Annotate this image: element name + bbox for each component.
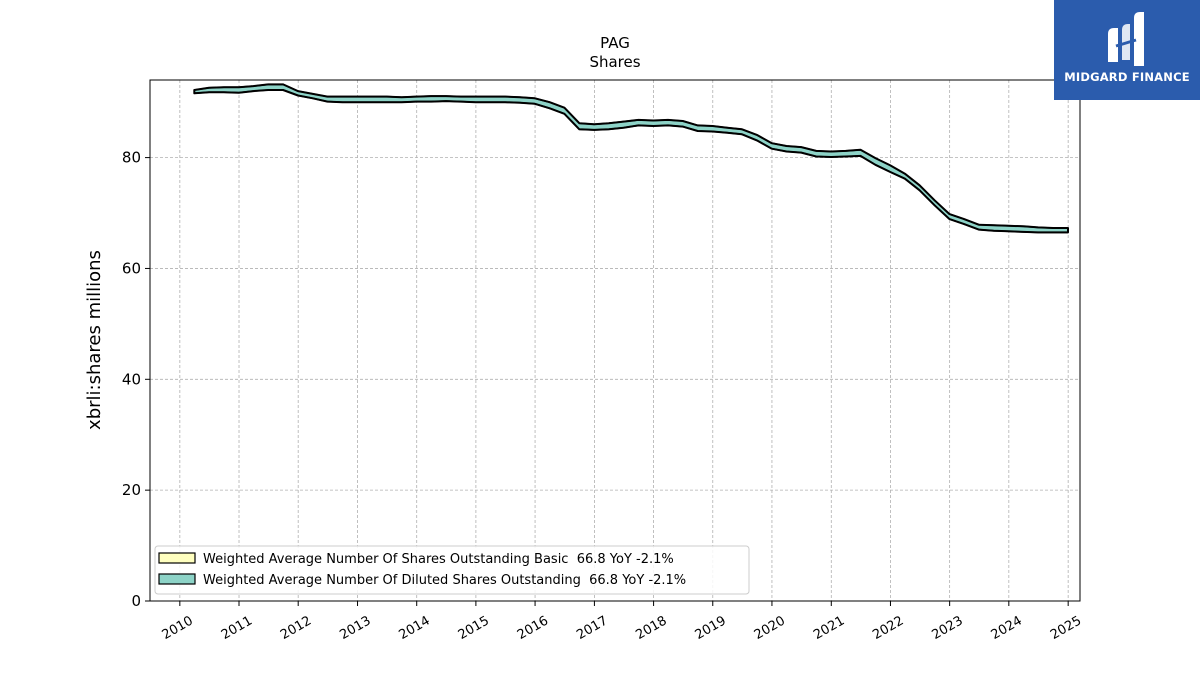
legend: Weighted Average Number Of Shares Outsta… — [154, 545, 750, 595]
chart-title: PAG — [600, 34, 630, 52]
x-tick-label: 2023 — [929, 613, 965, 643]
series-band-diluted — [193, 83, 1069, 234]
y-tick-label: 20 — [122, 481, 141, 499]
x-tick-label: 2012 — [278, 613, 314, 643]
x-tick-label: 2010 — [160, 613, 196, 643]
x-tick-label: 2024 — [989, 613, 1025, 643]
legend-label-diluted: Weighted Average Number Of Diluted Share… — [203, 573, 686, 588]
y-tick-label: 0 — [131, 592, 141, 610]
x-tick-label: 2019 — [693, 613, 729, 643]
x-tick-label: 2011 — [219, 613, 255, 643]
series-areas — [193, 83, 1069, 234]
legend-box — [154, 545, 750, 595]
x-tick-label: 2017 — [574, 613, 610, 643]
x-tick-label: 2016 — [515, 613, 551, 643]
y-axis-label: xbrli:shares millions — [84, 250, 105, 430]
midgard-logo-icon — [1108, 12, 1144, 66]
y-tick-label: 40 — [122, 370, 141, 388]
series-line-basic — [194, 89, 1068, 234]
chart-subtitle: Shares — [589, 53, 640, 71]
x-tick-label: 2018 — [633, 613, 669, 643]
x-tick-label: 2020 — [752, 613, 788, 643]
series-line-diluted — [194, 83, 1068, 229]
y-tick-label: 60 — [122, 259, 141, 277]
x-tick-label: 2015 — [456, 613, 492, 643]
x-tick-label: 2025 — [1048, 613, 1084, 643]
legend-label-basic: Weighted Average Number Of Shares Outsta… — [203, 552, 674, 567]
legend-swatch-basic — [158, 552, 196, 564]
y-tick-label: 80 — [122, 149, 141, 167]
grid-lines — [150, 80, 1080, 601]
x-tick-label: 2021 — [811, 613, 847, 643]
x-tick-label: 2013 — [337, 613, 373, 643]
legend-swatch-diluted — [158, 573, 196, 585]
x-tick-label: 2022 — [870, 613, 906, 643]
x-tick-label: 2014 — [397, 613, 433, 643]
logo-text: MIDGARD FINANCE — [1064, 70, 1190, 84]
plot-frame — [149, 79, 1081, 602]
brand-logo: MIDGARD FINANCE — [1054, 0, 1200, 100]
